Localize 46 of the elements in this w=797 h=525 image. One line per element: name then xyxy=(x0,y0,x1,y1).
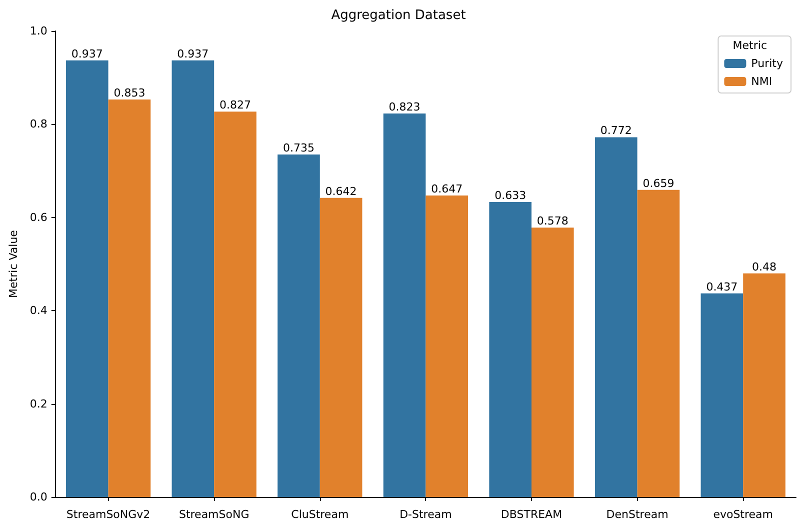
data-label: 0.937 xyxy=(71,47,103,60)
data-label: 0.647 xyxy=(431,182,463,196)
bar xyxy=(594,137,638,497)
y-tick-label: 0.4 xyxy=(30,304,48,318)
bar xyxy=(108,100,151,497)
bar xyxy=(532,228,574,497)
legend-label: Purity xyxy=(751,57,784,70)
bar xyxy=(172,60,214,497)
x-tick-label: evoStream xyxy=(713,508,774,521)
y-axis-title: Metric Value xyxy=(7,230,20,298)
bar xyxy=(214,112,256,497)
x-tick-label: DenStream xyxy=(606,508,668,521)
data-label: 0.578 xyxy=(536,214,568,228)
data-label: 0.735 xyxy=(282,141,314,154)
data-label: 0.827 xyxy=(220,98,252,112)
y-tick-label: 0.8 xyxy=(30,118,48,131)
data-label: 0.823 xyxy=(388,100,420,114)
data-label: 0.853 xyxy=(114,86,146,100)
bar xyxy=(637,190,680,497)
data-label: 0.659 xyxy=(642,176,674,190)
y-tick-label: 0.2 xyxy=(30,397,48,410)
y-tick-label: 0.6 xyxy=(30,210,48,224)
x-tick-label: CluStream xyxy=(291,508,349,521)
chart-title: Aggregation Dataset xyxy=(331,8,466,23)
x-tick-label: DBSTREAM xyxy=(500,508,562,521)
bar xyxy=(700,293,744,497)
legend-title: Metric xyxy=(732,39,768,52)
legend-label: NMI xyxy=(751,75,772,88)
bar xyxy=(489,202,532,497)
data-label: 0.937 xyxy=(177,47,209,60)
data-label: 0.633 xyxy=(494,189,526,202)
bar xyxy=(426,196,468,497)
bar xyxy=(66,60,108,497)
data-label: 0.772 xyxy=(600,124,632,138)
y-tick-label: 0.0 xyxy=(30,490,48,504)
x-tick-label: StreamSoNGv2 xyxy=(66,508,150,521)
data-label: 0.437 xyxy=(706,280,738,294)
bar xyxy=(320,198,362,497)
data-label: 0.642 xyxy=(325,184,357,198)
data-label: 0.48 xyxy=(752,260,777,274)
x-tick-label: D-Stream xyxy=(400,508,452,521)
bar xyxy=(743,273,786,497)
y-tick-label: 1.0 xyxy=(30,24,48,38)
x-tick-label: StreamSoNG xyxy=(178,508,250,521)
bar xyxy=(383,113,426,497)
bar xyxy=(278,154,320,497)
